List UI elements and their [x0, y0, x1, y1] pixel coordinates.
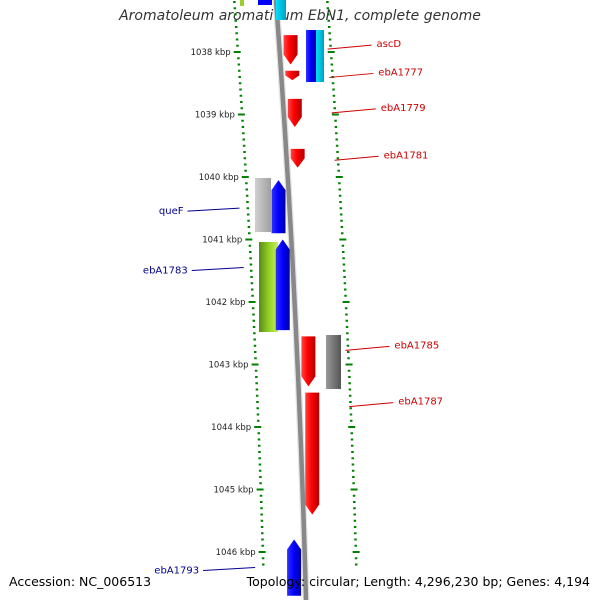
- gene-label-ebA1779[interactable]: ebA1779: [381, 103, 426, 114]
- tick-label: 1042 kbp: [206, 298, 246, 308]
- gene-label-ebA1785[interactable]: ebA1785: [394, 340, 439, 351]
- gene-ebA1785[interactable]: [301, 336, 316, 387]
- cog-track-top-left: [240, 0, 244, 6]
- cog-ebA1783-green: [259, 242, 278, 332]
- topology-text: Topology: circular; Length: 4,296,230 bp…: [246, 574, 590, 589]
- gene-label-ebA1781[interactable]: ebA1781: [384, 150, 429, 161]
- gene-ebA1793[interactable]: [287, 539, 302, 596]
- label-leader: [327, 44, 372, 50]
- label-leader: [329, 72, 374, 78]
- cog-ebA1785-dark: [326, 335, 341, 389]
- gene-label-ebA1777[interactable]: ebA1777: [378, 67, 423, 78]
- tick-label: 1043 kbp: [209, 361, 249, 371]
- genome-backbone-line: [273, 0, 309, 600]
- gene-labels: ascD ebA1777 ebA1779 ebA1781 ebA1785 ebA1787 q…: [143, 39, 443, 576]
- gene-label-ebA1793[interactable]: ebA1793: [154, 566, 199, 577]
- label-leader: [203, 567, 256, 571]
- gene-label-ebA1783[interactable]: ebA1783: [143, 266, 188, 277]
- label-leader: [334, 155, 379, 161]
- tick-label: 1046 kbp: [216, 548, 256, 558]
- gene-features: [271, 35, 320, 596]
- scale-ticks: 1038 kbp 1039 kbp 1040 kbp 1041 kbp 1042 kbp…: [191, 1, 360, 566]
- gene-ebA1779[interactable]: [287, 98, 302, 127]
- label-leader: [191, 267, 244, 271]
- cog-track-top-cyan: [276, 0, 286, 20]
- cog-queF-gray: [255, 178, 271, 232]
- gene-queF[interactable]: [271, 180, 286, 234]
- tick-label: 1041 kbp: [202, 236, 242, 246]
- label-leader: [187, 207, 240, 212]
- gene-label-ebA1787[interactable]: ebA1787: [398, 397, 443, 408]
- gene-ebA1777[interactable]: [285, 70, 300, 81]
- label-leader: [331, 108, 376, 114]
- map-title: Aromatoleum aromaticum EbN1, complete ge…: [119, 8, 481, 24]
- tick-label: 1044 kbp: [211, 423, 251, 433]
- gene-ebA1783[interactable]: [275, 239, 290, 331]
- gene-ebA1787[interactable]: [305, 392, 320, 515]
- label-leader: [349, 402, 394, 408]
- gene-label-queF[interactable]: queF: [159, 206, 184, 217]
- gene-ebA1781[interactable]: [290, 148, 305, 168]
- gene-ascD[interactable]: [283, 35, 298, 65]
- cog-ascD-blue: [306, 30, 316, 82]
- label-leader: [345, 345, 390, 351]
- cog-track-top-left-blue: [258, 0, 272, 5]
- tick-label: 1039 kbp: [195, 111, 235, 121]
- tick-label: 1038 kbp: [191, 48, 231, 58]
- gene-label-ascD[interactable]: ascD: [377, 39, 402, 50]
- accession-text: Accession: NC_006513: [9, 574, 152, 589]
- cog-ascD-cyan: [316, 30, 324, 82]
- tick-label: 1045 kbp: [214, 486, 254, 496]
- tick-label: 1040 kbp: [199, 173, 239, 183]
